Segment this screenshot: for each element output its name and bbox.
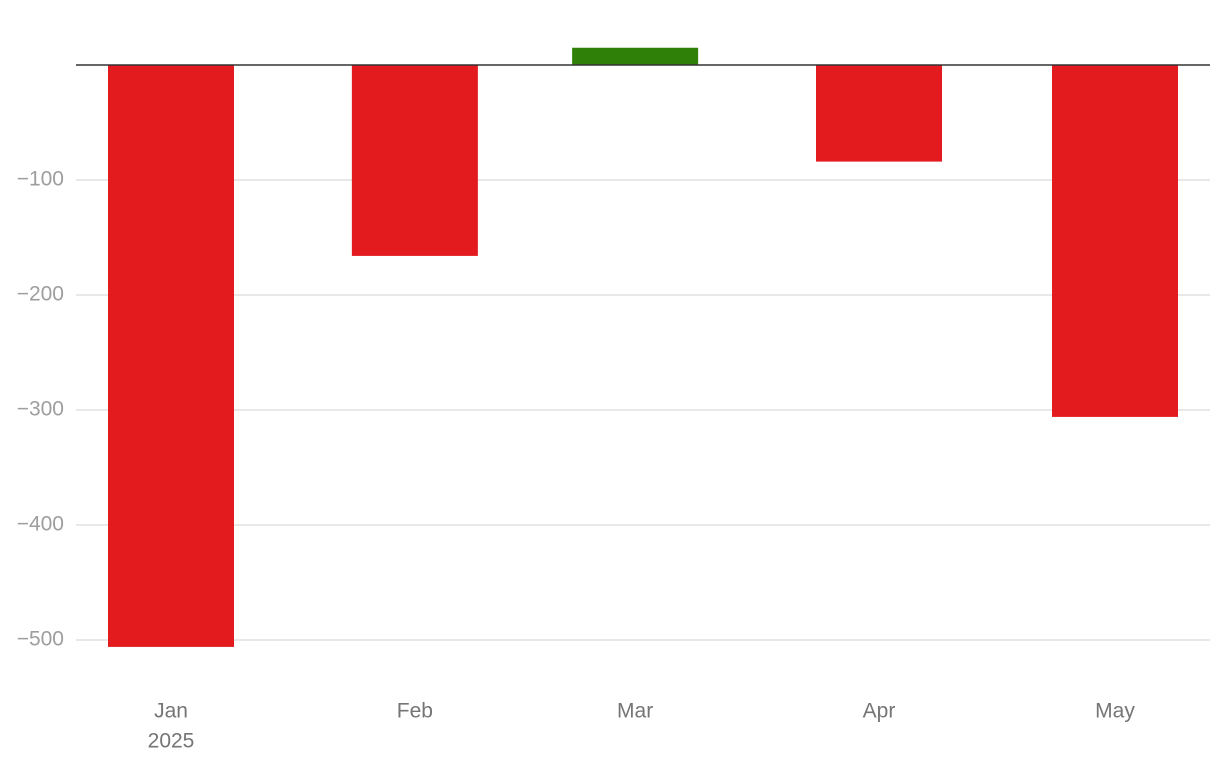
y-tick-label: −200: [17, 283, 64, 306]
bar: [816, 65, 942, 162]
bar: [108, 65, 234, 647]
x-tick-label: Mar: [617, 700, 653, 723]
bar: [572, 47, 699, 65]
bar: [351, 65, 478, 256]
x-tick-label: 2025: [148, 730, 195, 753]
y-tick-label: −300: [17, 398, 64, 421]
y-tick-label: −400: [17, 513, 64, 536]
x-tick-label: Feb: [397, 700, 433, 723]
y-tick-label: −100: [17, 168, 64, 191]
x-tick-label: May: [1095, 700, 1135, 723]
x-tick-label: Apr: [863, 700, 896, 723]
bar: [1052, 65, 1178, 417]
x-tick-label: Jan: [154, 700, 188, 723]
y-tick-label: −500: [17, 628, 64, 651]
